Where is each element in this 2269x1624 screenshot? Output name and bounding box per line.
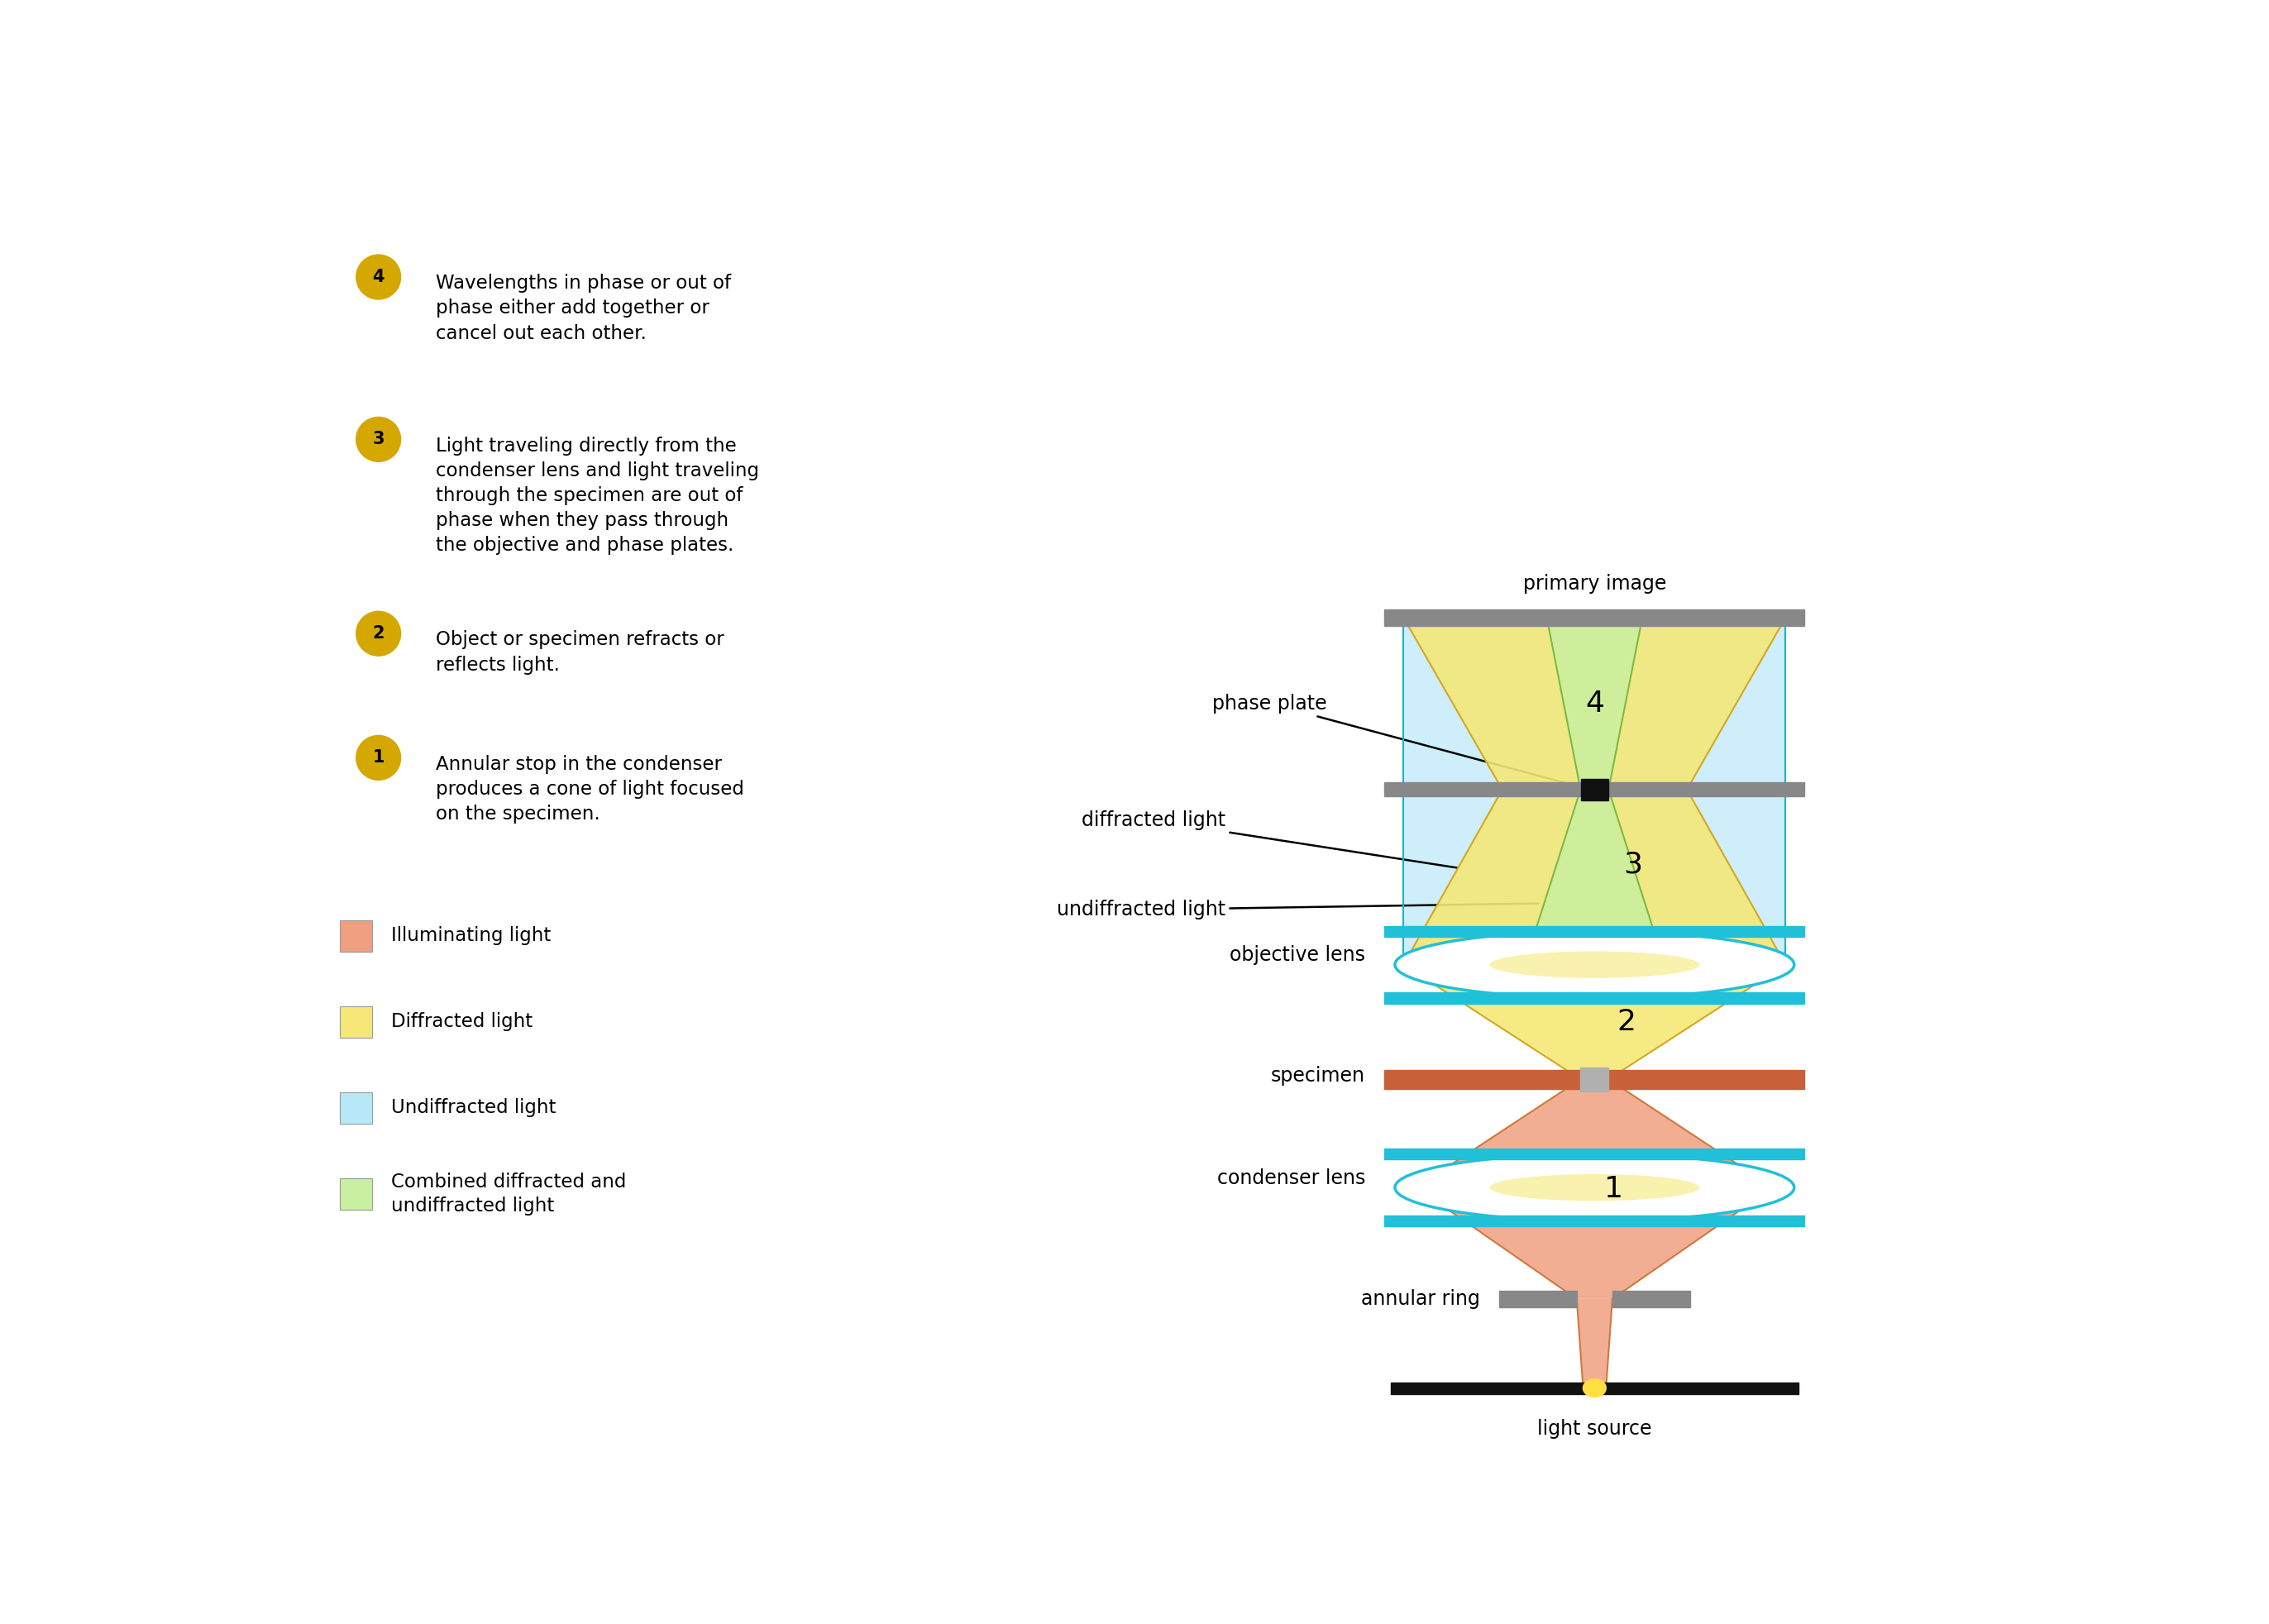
Circle shape (356, 255, 402, 299)
Text: light source: light source (1538, 1419, 1652, 1439)
Bar (1384, 1148, 1804, 1160)
Bar (1391, 1382, 1799, 1393)
Bar (1500, 1291, 1577, 1307)
Bar (1384, 783, 1804, 796)
Bar (340, 1091, 372, 1124)
Bar (1581, 1067, 1609, 1091)
Text: 4: 4 (372, 268, 383, 286)
Text: phase plate: phase plate (1212, 693, 1575, 786)
Text: undiffracted light: undiffracted light (1057, 900, 1538, 919)
Bar (1384, 609, 1804, 627)
Circle shape (356, 736, 402, 780)
Text: objective lens: objective lens (1230, 945, 1366, 965)
Text: Undiffracted light: Undiffracted light (390, 1098, 556, 1117)
Polygon shape (1405, 789, 1786, 965)
Ellipse shape (1395, 931, 1795, 999)
Ellipse shape (1488, 952, 1699, 978)
Text: Diffracted light: Diffracted light (390, 1012, 533, 1031)
Bar (1384, 992, 1804, 1004)
Polygon shape (1525, 789, 1665, 965)
Text: 1: 1 (1604, 1176, 1622, 1203)
Text: Light traveling directly from the
condenser lens and light traveling
through the: Light traveling directly from the conden… (436, 437, 760, 555)
Bar (1581, 780, 1609, 801)
Text: annular ring: annular ring (1361, 1289, 1479, 1309)
Text: 1: 1 (372, 749, 383, 767)
Text: Wavelengths in phase or out of
phase either add together or
cancel out each othe: Wavelengths in phase or out of phase eit… (436, 274, 731, 343)
Bar (1384, 1070, 1804, 1088)
Polygon shape (1405, 965, 1786, 1080)
Polygon shape (1577, 1299, 1613, 1389)
Bar (1384, 926, 1804, 937)
Bar (1613, 1291, 1690, 1307)
Polygon shape (1547, 617, 1643, 789)
Text: 4: 4 (1586, 690, 1604, 718)
Circle shape (356, 611, 402, 656)
Text: 3: 3 (372, 430, 383, 448)
Text: condenser lens: condenser lens (1216, 1168, 1366, 1187)
Polygon shape (1416, 1080, 1772, 1187)
Bar (340, 1177, 372, 1210)
Polygon shape (1405, 617, 1786, 789)
Text: 2: 2 (1618, 1009, 1636, 1036)
Text: 2: 2 (372, 625, 383, 641)
Text: diffracted light: diffracted light (1082, 810, 1459, 867)
Text: Object or specimen refracts or
reflects light.: Object or specimen refracts or reflects … (436, 630, 724, 674)
Circle shape (356, 417, 402, 461)
Bar (340, 921, 372, 952)
Text: 3: 3 (1622, 851, 1643, 879)
Ellipse shape (1395, 1155, 1795, 1221)
Text: specimen: specimen (1271, 1065, 1366, 1086)
Ellipse shape (1488, 1174, 1699, 1200)
Bar (340, 1005, 372, 1038)
Polygon shape (1416, 1187, 1772, 1299)
Text: Illuminating light: Illuminating light (390, 926, 551, 945)
Ellipse shape (1581, 1379, 1606, 1398)
Text: Annular stop in the condenser
produces a cone of light focused
on the specimen.: Annular stop in the condenser produces a… (436, 755, 744, 823)
Polygon shape (1405, 617, 1786, 965)
Text: primary image: primary image (1522, 573, 1665, 593)
Text: Combined diffracted and
undiffracted light: Combined diffracted and undiffracted lig… (390, 1173, 626, 1215)
Bar (1384, 1215, 1804, 1226)
